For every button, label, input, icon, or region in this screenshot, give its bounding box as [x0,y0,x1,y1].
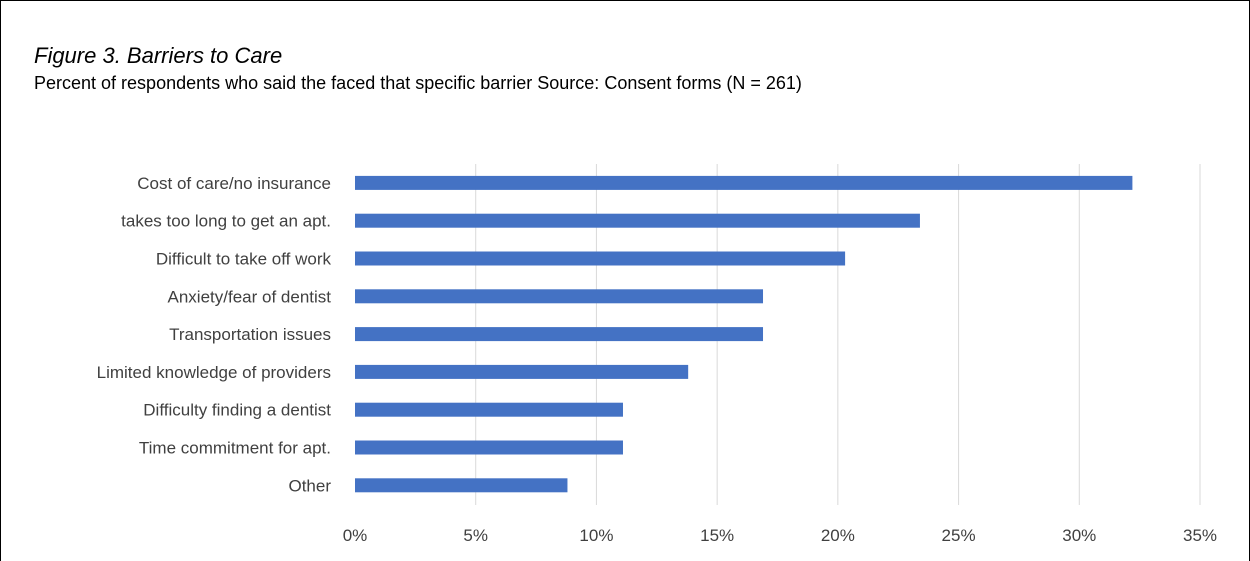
category-label-5: Limited knowledge of providers [97,363,331,382]
bar-7 [355,440,623,455]
bar-6 [355,402,623,417]
category-label-4: Transportation issues [169,325,331,344]
category-label-8: Other [288,476,331,495]
x-tick-label-6: 30% [1062,526,1096,545]
bar-4 [355,327,764,342]
category-label-7: Time commitment for apt. [139,439,331,458]
x-tick-label-2: 10% [579,526,613,545]
x-tick-label-4: 20% [821,526,855,545]
figure-caption: Figure 3. Barriers to Care Percent of re… [34,42,1034,96]
bar-1 [355,213,920,228]
category-label-0: Cost of care/no insurance [137,174,331,193]
x-tick-label-7: 35% [1183,526,1217,545]
x-tick-label-1: 5% [463,526,488,545]
figure-title: Figure 3. Barriers to Care [34,43,283,68]
bar-2 [355,251,846,266]
category-label-1: takes too long to get an apt. [121,212,331,231]
category-label-6: Difficulty finding a dentist [143,401,331,420]
figure-subtitle: Percent of respondents who said the face… [34,73,802,93]
bar-8 [355,478,568,493]
x-tick-label-5: 25% [942,526,976,545]
category-label-3: Anxiety/fear of dentist [168,287,332,306]
x-tick-label-3: 15% [700,526,734,545]
bar-5 [355,364,689,379]
bar-0 [355,175,1133,190]
bar-3 [355,289,764,304]
x-tick-label-0: 0% [343,526,368,545]
category-label-2: Difficult to take off work [156,250,332,269]
